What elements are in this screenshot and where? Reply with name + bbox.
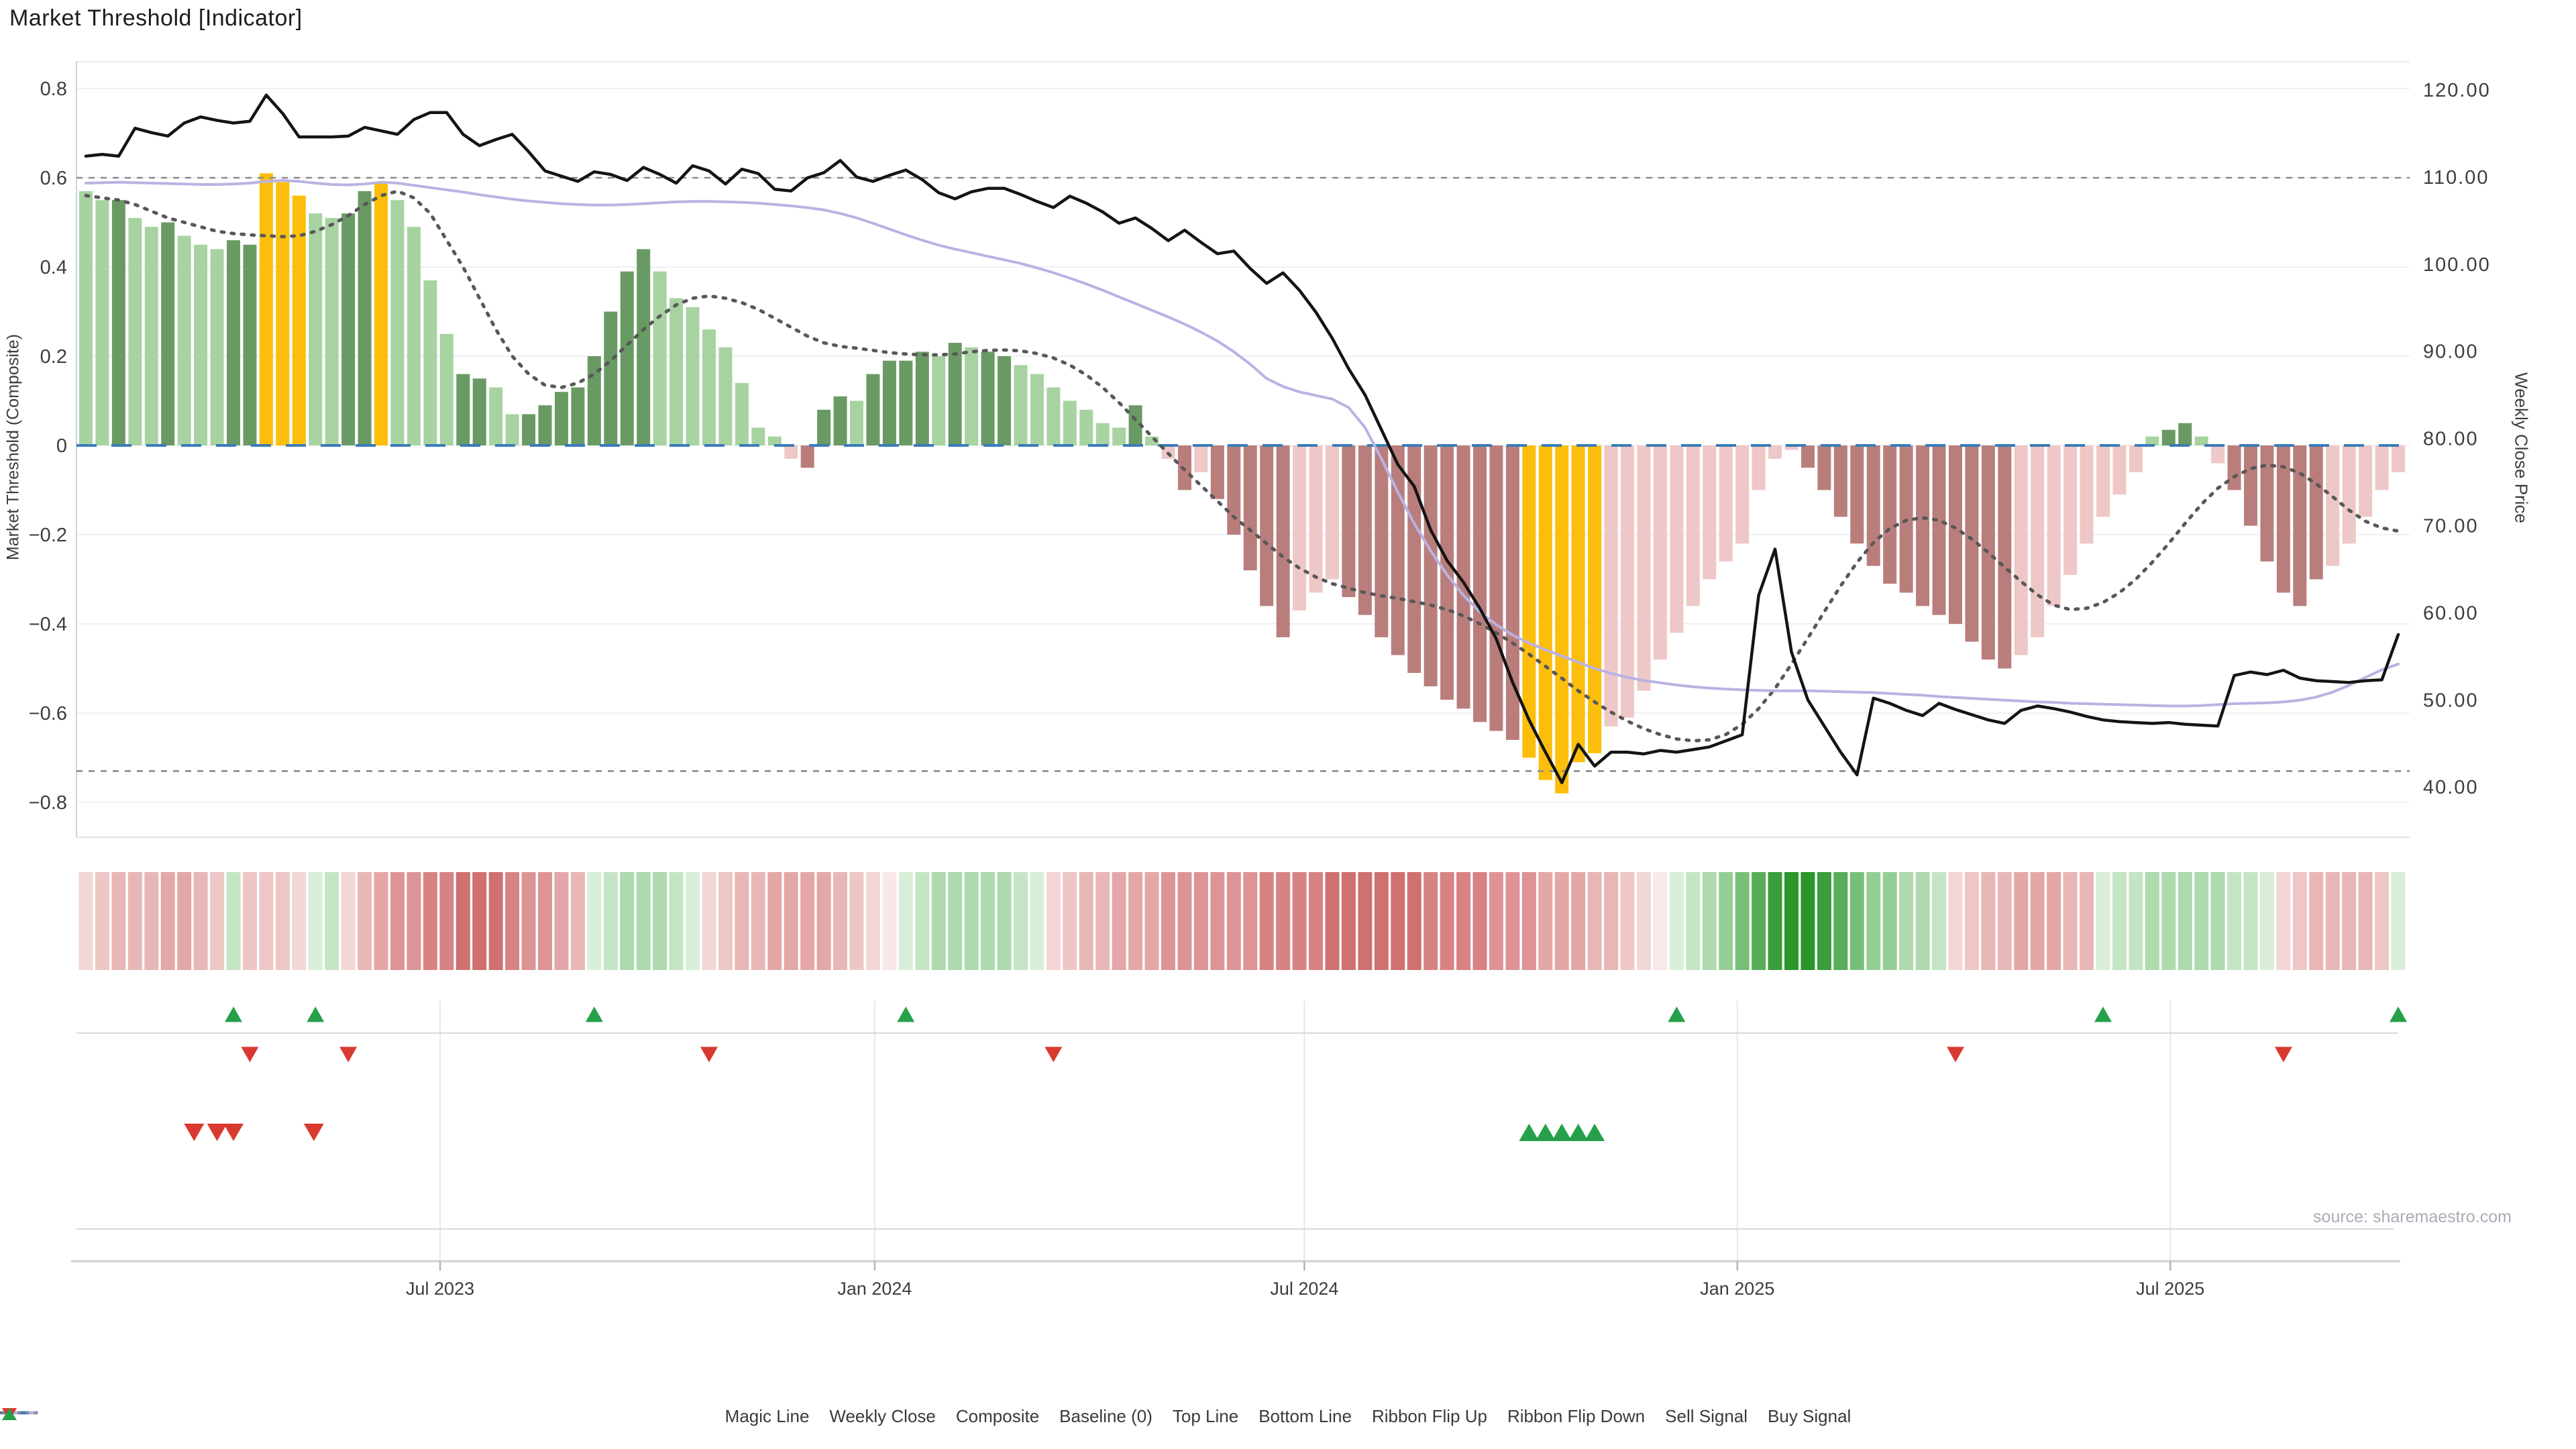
svg-text:Jan 2025: Jan 2025 xyxy=(1700,1279,1774,1299)
legend-label: Ribbon Flip Up xyxy=(1371,1406,1487,1426)
legend-item-sell-signal: Sell Signal xyxy=(2,1406,1748,1427)
legend-item-baseline-0-: Baseline (0) xyxy=(1,1406,1152,1427)
svg-text:Jul 2025: Jul 2025 xyxy=(2136,1279,2204,1299)
left-axis-title: Market Threshold (Composite) xyxy=(3,333,23,561)
momentum-ribbon xyxy=(78,872,2406,970)
svg-text:Jan 2024: Jan 2024 xyxy=(837,1279,912,1299)
legend-label: Composite xyxy=(955,1406,1040,1426)
svg-text:Jul 2023: Jul 2023 xyxy=(406,1279,474,1299)
legend-label: Buy Signal xyxy=(1768,1406,1851,1426)
svg-text:−0.8: −0.8 xyxy=(29,792,67,814)
date-labels: Jul 2023 Jan 2024 Jul 2024 Jan 2025 Jul 2025 xyxy=(406,1279,2204,1299)
svg-text:90.00: 90.00 xyxy=(2423,341,2479,363)
legend-item-bottom-line: Bottom Line xyxy=(1,1406,1352,1427)
legend-item-weekly-close: Weekly Close xyxy=(1,1406,936,1427)
right-axis-title: Weekly Close Price xyxy=(2511,372,2532,523)
svg-text:110.00: 110.00 xyxy=(2423,167,2489,189)
legend-label: Top Line xyxy=(1172,1406,1239,1426)
chart-legend: Magic Line Weekly Close Composite Baseline … xyxy=(0,1406,2576,1427)
svg-text:0: 0 xyxy=(56,435,67,457)
reference-lines xyxy=(76,176,2410,772)
source-credit: source: sharemaestro.com xyxy=(2313,1208,2512,1226)
svg-text:40.00: 40.00 xyxy=(2423,777,2479,798)
legend-item-buy-signal: Buy Signal xyxy=(2,1406,1851,1427)
legend-dotted-line-icon xyxy=(1,1411,38,1414)
composite-line xyxy=(85,178,2400,708)
magic-line xyxy=(84,189,2400,743)
svg-text:0.6: 0.6 xyxy=(40,168,67,189)
legend-label: Baseline (0) xyxy=(1059,1406,1152,1426)
svg-text:70.00: 70.00 xyxy=(2423,516,2479,537)
page-title: Market Threshold [Indicator] xyxy=(9,5,303,31)
svg-text:80.00: 80.00 xyxy=(2423,429,2479,450)
threshold-bars xyxy=(79,173,2406,794)
svg-text:120.00: 120.00 xyxy=(2423,80,2491,101)
legend-label: Magic Line xyxy=(724,1406,810,1426)
svg-text:−0.4: −0.4 xyxy=(29,614,67,635)
svg-text:0.4: 0.4 xyxy=(40,257,67,278)
legend-item-composite: Composite xyxy=(1,1406,1040,1427)
signal-panel xyxy=(71,1001,2400,1271)
svg-text:−0.2: −0.2 xyxy=(29,525,67,546)
svg-text:0.2: 0.2 xyxy=(40,346,67,368)
axis-tick-labels: 0.8 0.6 0.4 0.2 0 −0.2 −0.4 −0.6 −0.8 120.00 110.0… xyxy=(29,78,2491,814)
svg-text:60.00: 60.00 xyxy=(2423,602,2479,624)
legend-item-ribbon-flip-up: Ribbon Flip Up xyxy=(2,1406,1487,1427)
legend-triangle-up-icon xyxy=(2,1408,17,1420)
svg-text:0.8: 0.8 xyxy=(40,78,67,100)
series-lines xyxy=(84,93,2400,784)
legend-item-magic-line: Magic Line xyxy=(0,1406,810,1427)
weekly-close-line xyxy=(84,93,2400,784)
legend-label: Ribbon Flip Down xyxy=(1507,1406,1646,1426)
svg-text:50.00: 50.00 xyxy=(2423,690,2479,711)
svg-text:Jul 2024: Jul 2024 xyxy=(1270,1279,1338,1299)
svg-text:100.00: 100.00 xyxy=(2423,254,2491,276)
svg-text:−0.6: −0.6 xyxy=(29,703,67,724)
legend-item-top-line: Top Line xyxy=(1,1406,1239,1427)
signal-markers xyxy=(184,1006,2408,1141)
legend-label: Bottom Line xyxy=(1258,1406,1352,1426)
legend-label: Weekly Close xyxy=(829,1406,936,1426)
legend-item-ribbon-flip-down: Ribbon Flip Down xyxy=(2,1406,1646,1427)
legend-label: Sell Signal xyxy=(1665,1406,1748,1426)
